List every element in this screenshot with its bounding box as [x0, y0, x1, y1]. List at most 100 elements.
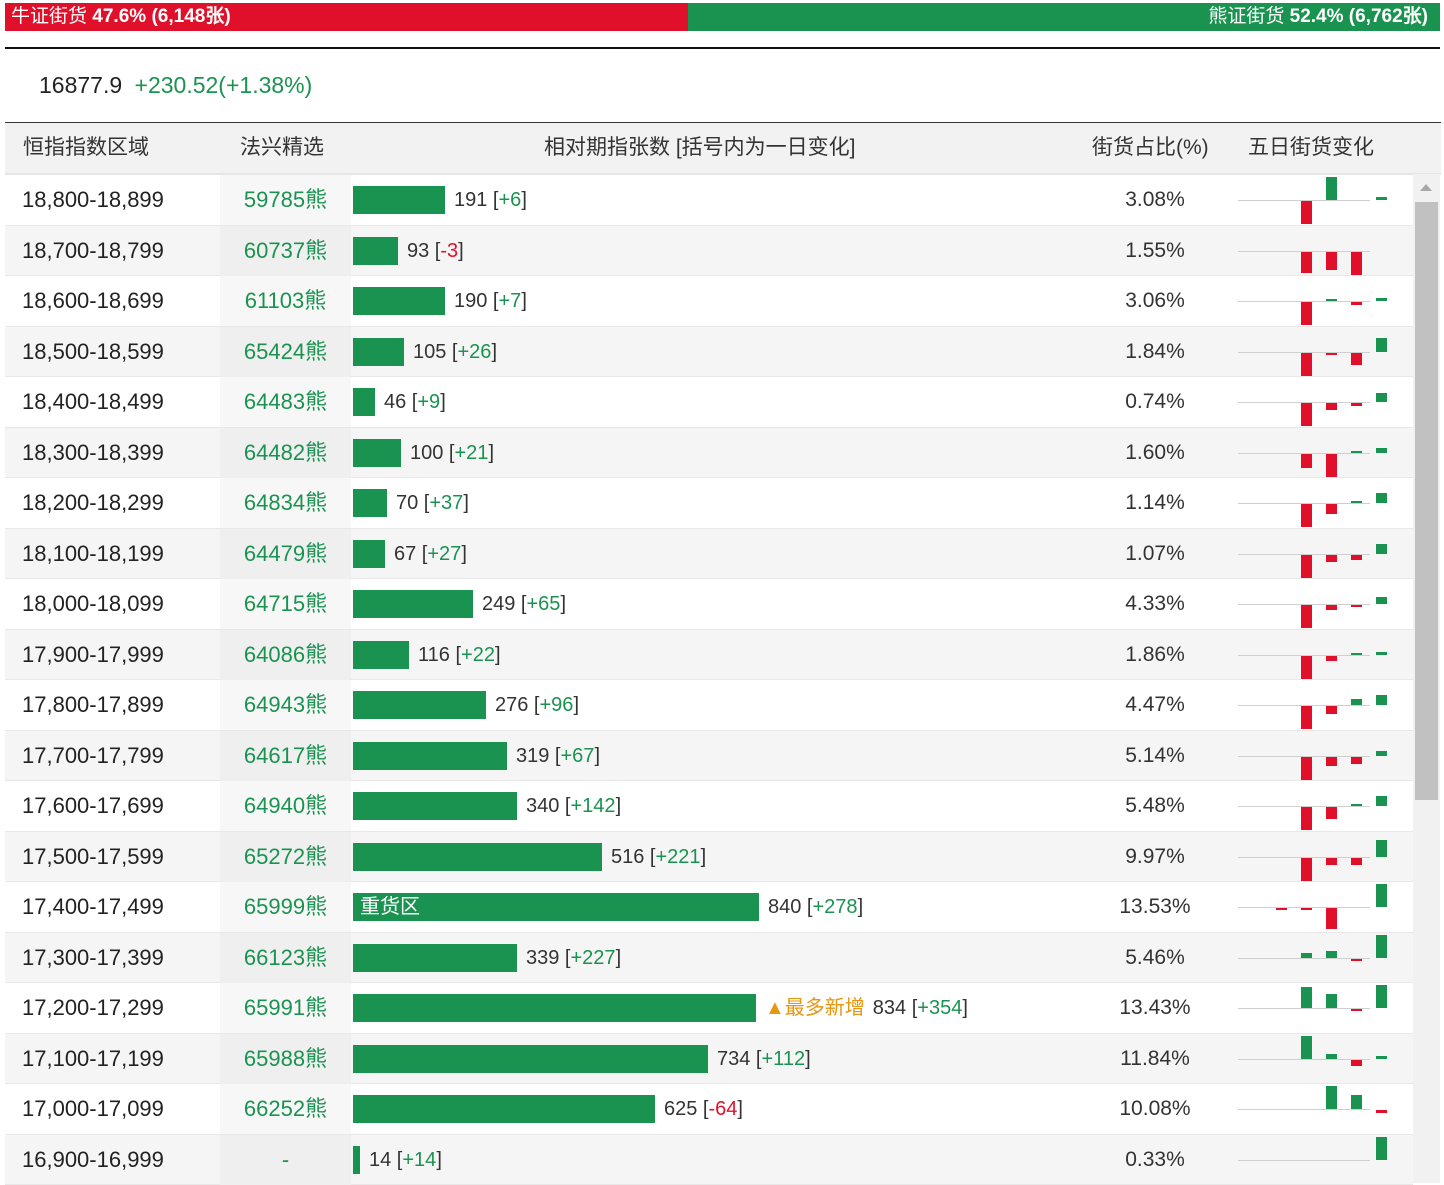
- warrant-code-link[interactable]: 66123熊: [220, 933, 351, 983]
- warrant-code-link[interactable]: 65991熊: [220, 983, 351, 1033]
- scroll-up-arrow-icon[interactable]: [1413, 174, 1440, 201]
- warrant-code-link[interactable]: 64479熊: [220, 529, 351, 579]
- quantity-value: 249: [482, 593, 515, 615]
- range-cell: 17,900-17,999: [22, 630, 164, 680]
- daily-change-value: +26: [458, 341, 492, 363]
- five-day-sparkline: [1238, 680, 1370, 730]
- sparkline-bar: [1376, 1110, 1387, 1113]
- quantity-bar: [353, 1146, 360, 1174]
- sparkline-bar: [1301, 1036, 1312, 1059]
- daily-change-value: +112: [762, 1048, 806, 1070]
- bear-label: 熊证街货: [1208, 6, 1284, 27]
- scroll-thumb[interactable]: [1415, 202, 1438, 800]
- warrant-code-link[interactable]: 59785熊: [220, 175, 351, 225]
- quantity-value: 46: [384, 391, 406, 413]
- warrant-code-link[interactable]: 64715熊: [220, 579, 351, 629]
- quantity-label: 516 [+221]: [611, 832, 706, 882]
- bull-value: 47.6% (6,148张): [92, 6, 230, 27]
- five-day-sparkline: [1238, 630, 1370, 680]
- daily-change-value: +37: [429, 492, 463, 514]
- range-cell: 18,400-18,499: [22, 377, 164, 427]
- sparkline-bar: [1376, 597, 1387, 604]
- range-cell: 17,300-17,399: [22, 933, 164, 983]
- warrant-distribution-table: 恒指指数区域 法兴精选 相对期指张数 [括号内为一日变化] 街货占比(%) 五日…: [5, 122, 1441, 175]
- sparkline-baseline: [1238, 1109, 1370, 1110]
- percentage-cell: 1.07%: [1085, 529, 1225, 579]
- warrant-code-link[interactable]: 66252熊: [220, 1084, 351, 1134]
- warrant-code-link[interactable]: 64617熊: [220, 731, 351, 781]
- quantity-label: 191 [+6]: [454, 175, 527, 225]
- five-day-sparkline: [1238, 832, 1370, 882]
- quantity-bar: [353, 1095, 655, 1123]
- quantity-label: 319 [+67]: [516, 731, 600, 781]
- warrant-code-link[interactable]: 65999熊: [220, 882, 351, 932]
- quantity-bar: [353, 439, 401, 467]
- header-percentage[interactable]: 街货占比(%): [1092, 123, 1209, 173]
- quantity-value: 276: [495, 694, 528, 716]
- index-change: +230.52(+1.38%): [135, 72, 313, 98]
- header-range[interactable]: 恒指指数区域: [23, 123, 149, 173]
- warrant-code-link[interactable]: 60737熊: [220, 226, 351, 276]
- warrant-code-link[interactable]: 65424熊: [220, 327, 351, 377]
- quantity-bar: [353, 792, 517, 820]
- warrant-code-link[interactable]: 64943熊: [220, 680, 351, 730]
- quantity-value: 93: [407, 240, 429, 262]
- five-day-sparkline: [1238, 731, 1370, 781]
- range-cell: 17,400-17,499: [22, 882, 164, 932]
- quantity-label: 840 [+278]: [768, 882, 863, 932]
- sparkline-bar: [1351, 1009, 1362, 1011]
- warrant-code-link[interactable]: 64482熊: [220, 428, 351, 478]
- sparkline-bar: [1301, 656, 1312, 679]
- sparkline-baseline: [1238, 1160, 1370, 1161]
- sparkline-bar: [1351, 959, 1362, 961]
- warrant-code-link[interactable]: 65272熊: [220, 832, 351, 882]
- sparkline-bar: [1376, 652, 1387, 655]
- warrant-code-link[interactable]: 64086熊: [220, 630, 351, 680]
- warrant-code-link[interactable]: 64940熊: [220, 781, 351, 831]
- sparkline-bar: [1376, 935, 1387, 958]
- header-quantity[interactable]: 相对期指张数 [括号内为一日变化]: [544, 123, 856, 173]
- warrant-code-link[interactable]: -: [220, 1135, 351, 1185]
- sparkline-bar: [1301, 858, 1312, 881]
- quantity-bar: [353, 994, 756, 1022]
- header-five-day-change[interactable]: 五日街货变化: [1248, 123, 1374, 173]
- sparkline-bar: [1351, 555, 1362, 560]
- warrant-code-link[interactable]: 64834熊: [220, 478, 351, 528]
- quantity-value: 190: [454, 290, 487, 312]
- sparkline-bar: [1326, 858, 1337, 865]
- range-cell: 18,800-18,899: [22, 175, 164, 225]
- daily-change-value: +9: [417, 391, 440, 413]
- quantity-value: 14: [369, 1149, 391, 1171]
- quantity-label: 190 [+7]: [454, 276, 527, 326]
- vertical-scrollbar[interactable]: [1413, 174, 1440, 1183]
- index-quote: 16877.9 +230.52(+1.38%): [39, 70, 312, 100]
- warrant-code-link[interactable]: 61103熊: [220, 276, 351, 326]
- warrant-code-link[interactable]: 64483熊: [220, 377, 351, 427]
- header-code[interactable]: 法兴精选: [240, 123, 324, 173]
- percentage-cell: 1.84%: [1085, 327, 1225, 377]
- warrant-code-link[interactable]: 65988熊: [220, 1034, 351, 1084]
- most-added-badge: ▲最多新增: [765, 997, 865, 1019]
- percentage-cell: 10.08%: [1085, 1084, 1225, 1134]
- daily-change-value: +278: [813, 896, 858, 918]
- table-row[interactable]: 16,900-16,999-14 [+14]0.33%: [5, 1135, 1413, 1185]
